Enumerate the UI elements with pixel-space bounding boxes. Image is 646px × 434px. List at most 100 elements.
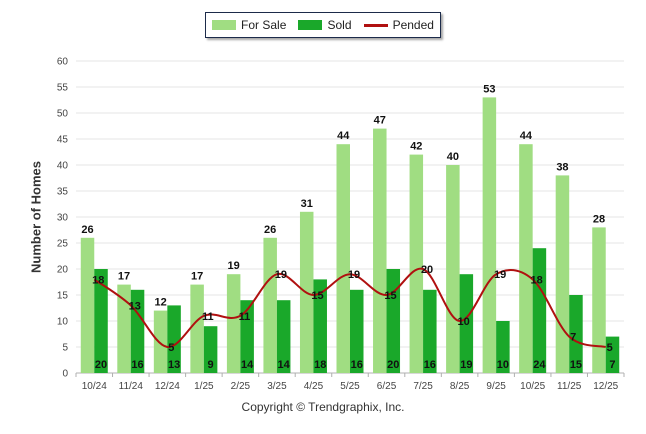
bar-for-sale[interactable] bbox=[373, 128, 387, 373]
label-for-sale: 19 bbox=[228, 260, 240, 272]
line-pended[interactable] bbox=[93, 267, 607, 348]
label-for-sale: 40 bbox=[447, 151, 459, 163]
bar-sold[interactable] bbox=[386, 269, 401, 373]
label-for-sale: 17 bbox=[118, 271, 130, 283]
x-tick-label: 4/25 bbox=[304, 381, 324, 392]
y-tick-label: 20 bbox=[57, 265, 69, 276]
x-tick-label: 10/24 bbox=[82, 381, 107, 392]
bar-sold[interactable] bbox=[459, 274, 474, 373]
label-sold: 16 bbox=[424, 359, 436, 371]
label-sold: 18 bbox=[314, 359, 326, 371]
x-tick-label: 8/25 bbox=[450, 381, 470, 392]
bar-sold[interactable] bbox=[313, 279, 327, 373]
bar-sold[interactable] bbox=[569, 295, 583, 373]
y-tick-label: 25 bbox=[57, 239, 69, 250]
bar-sold[interactable] bbox=[276, 300, 291, 373]
bar-sold[interactable] bbox=[240, 300, 254, 373]
bar-for-sale[interactable] bbox=[80, 237, 95, 373]
label-sold: 9 bbox=[208, 359, 214, 371]
bar-for-sale[interactable] bbox=[555, 175, 570, 373]
label-pended: 19 bbox=[275, 269, 287, 281]
label-pended: 7 bbox=[570, 332, 576, 344]
legend-item-pended[interactable]: Pended bbox=[363, 18, 434, 32]
bar-sold[interactable] bbox=[605, 336, 620, 373]
bars bbox=[80, 97, 620, 374]
label-pended: 15 bbox=[384, 290, 396, 302]
x-tick-label: 5/25 bbox=[340, 381, 360, 392]
bar-sold[interactable] bbox=[167, 305, 181, 373]
label-sold: 16 bbox=[351, 359, 363, 371]
label-sold: 15 bbox=[570, 359, 582, 371]
label-for-sale: 17 bbox=[191, 271, 203, 283]
x-tick-label: 10/25 bbox=[520, 381, 545, 392]
bar-for-sale[interactable] bbox=[117, 284, 131, 373]
bar-sold[interactable] bbox=[423, 289, 437, 373]
label-for-sale: 26 bbox=[81, 224, 93, 236]
legend-item-sold[interactable]: Sold bbox=[298, 18, 352, 32]
bar-sold[interactable] bbox=[94, 269, 108, 373]
bar-for-sale[interactable] bbox=[592, 227, 606, 373]
x-tick-label: 9/25 bbox=[486, 381, 506, 392]
y-tick-label: 40 bbox=[57, 161, 69, 172]
label-pended: 20 bbox=[421, 264, 433, 276]
y-tick-label: 10 bbox=[57, 317, 69, 328]
bar-sold[interactable] bbox=[532, 248, 547, 373]
legend: For Sale Sold Pended bbox=[205, 12, 441, 38]
bar-sold[interactable] bbox=[130, 289, 145, 373]
legend-swatch-sold bbox=[298, 20, 323, 30]
label-pended: 18 bbox=[92, 274, 104, 286]
bar-sold[interactable] bbox=[496, 321, 510, 373]
label-pended: 13 bbox=[129, 300, 141, 312]
x-tick-label: 7/25 bbox=[413, 381, 433, 392]
bar-for-sale[interactable] bbox=[446, 165, 460, 373]
label-sold: 10 bbox=[497, 359, 509, 371]
y-tick-label: 5 bbox=[62, 343, 68, 354]
label-pended: 5 bbox=[607, 342, 613, 354]
label-sold: 14 bbox=[278, 359, 291, 371]
label-pended: 19 bbox=[348, 269, 360, 281]
y-tick-label: 50 bbox=[57, 109, 69, 120]
bar-for-sale[interactable] bbox=[153, 310, 168, 373]
label-for-sale: 47 bbox=[374, 115, 386, 127]
label-pended: 18 bbox=[531, 274, 543, 286]
bar-for-sale[interactable] bbox=[263, 237, 277, 373]
legend-label-sold: Sold bbox=[327, 18, 352, 32]
label-pended: 15 bbox=[311, 290, 323, 302]
label-pended: 11 bbox=[202, 311, 214, 323]
label-sold: 20 bbox=[95, 359, 107, 371]
legend-item-for-sale[interactable]: For Sale bbox=[212, 18, 286, 32]
bar-for-sale[interactable] bbox=[336, 144, 351, 373]
label-for-sale: 28 bbox=[593, 213, 605, 225]
label-sold: 7 bbox=[609, 359, 615, 371]
bar-for-sale[interactable] bbox=[226, 274, 241, 373]
y-tick-label: 45 bbox=[57, 135, 69, 146]
bar-for-sale[interactable] bbox=[190, 284, 204, 373]
data-labels: 26 20 18 17 16 13 12 13 5 17 9 11 19 14 11 26 14 19 31 18 15… bbox=[81, 83, 615, 371]
label-for-sale: 44 bbox=[520, 130, 533, 142]
bar-sold[interactable] bbox=[350, 289, 364, 373]
bar-for-sale[interactable] bbox=[519, 144, 533, 373]
label-for-sale: 12 bbox=[154, 297, 166, 309]
legend-swatch-for-sale bbox=[212, 20, 237, 30]
label-for-sale: 42 bbox=[410, 141, 422, 153]
y-axis-label: Number of Homes bbox=[28, 161, 44, 273]
label-sold: 20 bbox=[387, 359, 399, 371]
label-pended: 5 bbox=[168, 342, 174, 354]
y-tick-label: 60 bbox=[57, 57, 69, 68]
legend-label-pended: Pended bbox=[392, 18, 434, 32]
bar-sold[interactable] bbox=[203, 326, 218, 373]
y-tick-label: 55 bbox=[57, 83, 69, 94]
y-tick-label: 15 bbox=[57, 291, 69, 302]
bar-for-sale[interactable] bbox=[409, 154, 424, 373]
x-tick-label: 2/25 bbox=[231, 381, 251, 392]
label-sold: 16 bbox=[131, 359, 143, 371]
label-sold: 13 bbox=[168, 359, 180, 371]
pended-line bbox=[93, 267, 607, 348]
x-tick-label: 1/25 bbox=[194, 381, 214, 392]
label-for-sale: 53 bbox=[483, 83, 495, 95]
x-tick-label: 11/24 bbox=[119, 381, 144, 392]
legend-swatch-pended bbox=[363, 23, 388, 27]
x-tick-label: 6/25 bbox=[377, 381, 397, 392]
bar-for-sale[interactable] bbox=[482, 97, 497, 374]
